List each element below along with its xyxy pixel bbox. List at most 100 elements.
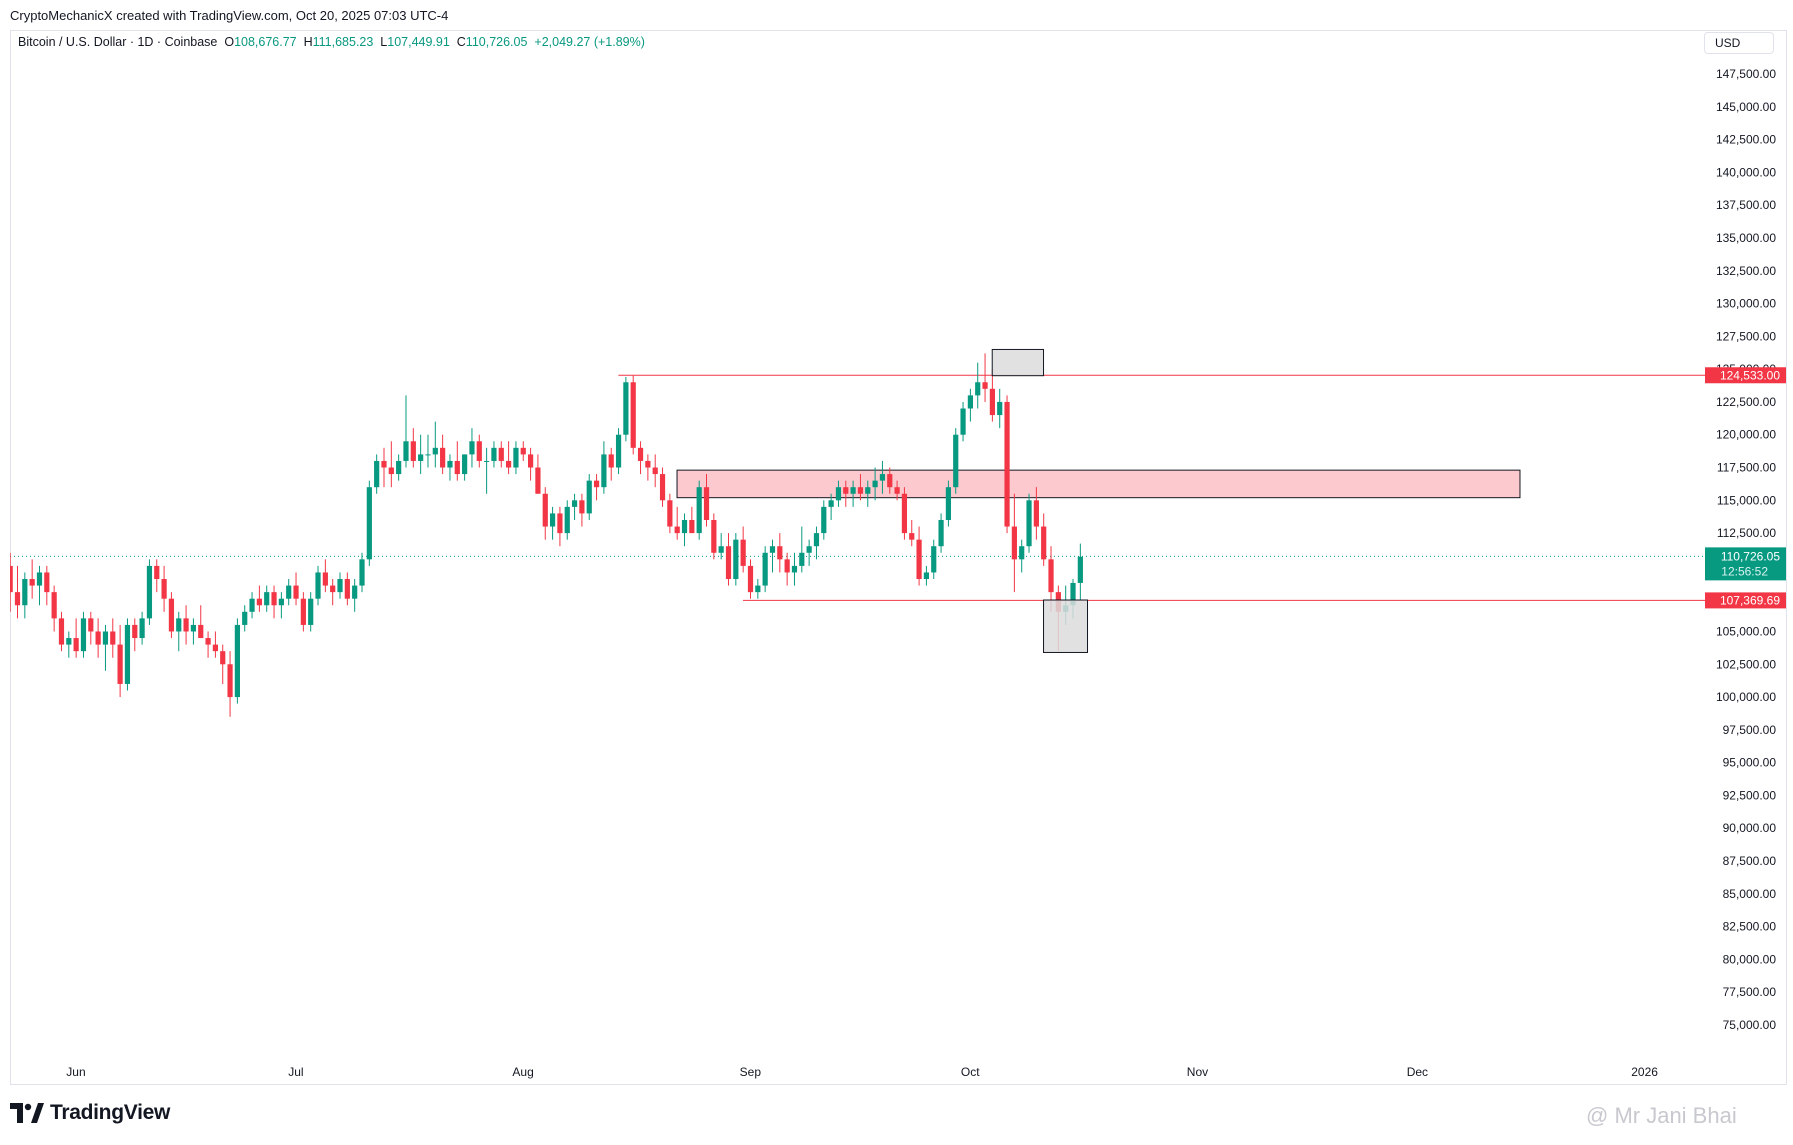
candle-body xyxy=(168,598,175,632)
candle-body xyxy=(264,592,270,606)
candle-body xyxy=(498,447,504,461)
low-label: L xyxy=(380,35,388,49)
candle-body xyxy=(630,382,636,448)
y-tick-label: 102,500.00 xyxy=(1716,657,1776,671)
candle-body xyxy=(366,487,372,560)
candle-body xyxy=(784,559,790,573)
candle-body xyxy=(821,506,827,534)
tradingview-logo[interactable]: TradingView xyxy=(10,1101,170,1125)
candle-body xyxy=(711,519,717,553)
y-tick-label: 135,000.00 xyxy=(1716,231,1776,245)
currency-selector[interactable]: USD xyxy=(1704,32,1774,54)
y-tick-label: 127,500.00 xyxy=(1716,329,1776,343)
y-tick-label: 117,500.00 xyxy=(1717,461,1776,475)
candle-body xyxy=(139,618,145,639)
high-label: H xyxy=(303,35,313,49)
candle-body xyxy=(674,526,680,534)
symbol-legend: Bitcoin / U.S. Dollar · 1D · Coinbase O1… xyxy=(18,35,645,49)
candle-body xyxy=(293,585,299,599)
candle-body xyxy=(667,500,673,527)
candle-body xyxy=(1048,559,1054,593)
close-label: C xyxy=(456,35,466,49)
candle-body xyxy=(132,624,138,639)
candle-body xyxy=(410,441,416,461)
candle-body xyxy=(843,487,849,494)
y-tick-label: 82,500.00 xyxy=(1723,920,1777,934)
y-tick-label: 85,000.00 xyxy=(1723,887,1777,901)
candle-body xyxy=(418,454,424,461)
candle-body xyxy=(916,539,922,580)
candle-body xyxy=(872,480,878,488)
y-tick-label: 132,500.00 xyxy=(1716,264,1776,278)
high-value: 111,685.23 xyxy=(312,35,374,49)
y-tick-label: 80,000.00 xyxy=(1723,952,1777,966)
x-tick-label: Sep xyxy=(740,1065,762,1079)
candle-body xyxy=(242,611,248,625)
candle-body xyxy=(315,572,321,599)
candle-body xyxy=(117,644,123,684)
candle-body xyxy=(22,579,28,606)
candle-body xyxy=(953,434,959,488)
candle-body xyxy=(469,441,475,455)
last-price-tag xyxy=(1705,547,1786,581)
candle-body xyxy=(190,624,197,632)
y-tick-label: 100,000.00 xyxy=(1716,690,1776,704)
author-watermark: @ Mr Jani Bhai xyxy=(1586,1103,1737,1128)
x-tick-label: Jun xyxy=(66,1065,85,1079)
candle-body xyxy=(454,460,460,475)
candle-body xyxy=(813,533,820,547)
candle-body xyxy=(1011,526,1017,560)
candle-body xyxy=(945,487,952,520)
close-value: 110,726.05 xyxy=(465,35,528,49)
candle-body xyxy=(659,474,666,501)
y-tick-label: 87,500.00 xyxy=(1723,854,1777,868)
candle-body xyxy=(513,447,519,468)
candle-body xyxy=(725,546,732,580)
candle-body xyxy=(300,598,306,625)
candle-body xyxy=(249,598,255,612)
candle-body xyxy=(909,533,915,540)
candle-body xyxy=(740,539,746,566)
candle-body xyxy=(102,631,109,645)
y-tick-label: 137,500.00 xyxy=(1716,198,1776,212)
candle-body xyxy=(234,624,240,698)
candle-body xyxy=(359,559,365,586)
candle-body xyxy=(1070,582,1076,606)
candle-body xyxy=(835,487,842,501)
candle-body xyxy=(806,546,812,553)
candle-body xyxy=(542,493,548,527)
candle-body xyxy=(403,441,409,461)
candle-body xyxy=(733,539,739,580)
candle-body xyxy=(271,592,277,606)
low-value: 107,449.91 xyxy=(387,35,450,49)
candle-body xyxy=(623,382,629,435)
candle-body xyxy=(769,546,776,553)
change-value: +2,049.27 (+1.89%) xyxy=(534,35,645,49)
candle-body xyxy=(850,487,856,494)
candle-body xyxy=(608,454,614,468)
candle-body xyxy=(703,487,710,520)
candle-body xyxy=(645,460,651,468)
candle-body xyxy=(491,447,497,461)
candle-body xyxy=(557,513,563,534)
candle-body xyxy=(1033,500,1039,527)
y-tick-label: 142,500.00 xyxy=(1716,133,1776,147)
candle-body xyxy=(791,565,798,573)
candle-body xyxy=(344,579,350,599)
candle-body xyxy=(286,585,292,599)
level-price-label: 107,369.69 xyxy=(1720,593,1780,607)
candle-body xyxy=(29,579,35,586)
candle-body xyxy=(762,552,768,586)
candle-body xyxy=(198,624,204,639)
candle-body xyxy=(689,519,695,534)
candle-body xyxy=(51,592,57,619)
candle-body xyxy=(938,519,944,547)
candle-body xyxy=(278,598,284,606)
candle-body xyxy=(549,513,556,527)
y-tick-label: 120,000.00 xyxy=(1716,428,1776,442)
candle-body xyxy=(997,401,1003,416)
y-tick-label: 140,000.00 xyxy=(1716,165,1776,179)
y-tick-label: 97,500.00 xyxy=(1723,723,1777,737)
